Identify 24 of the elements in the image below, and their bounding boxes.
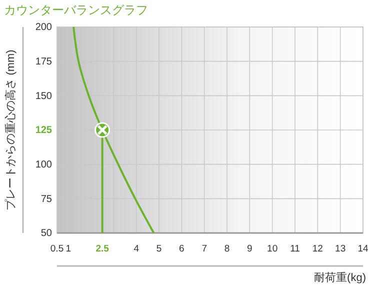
y-tick-label: 50 [40,228,52,240]
x-tick-label: 6 [179,244,184,255]
x-tick-label: 7 [202,244,207,255]
y-tick-label: 100 [35,160,52,171]
x-tick-label: 5 [156,244,162,255]
x-tick-label: 1 [66,244,71,255]
y-axis-title: プレートからの重心の高さ (mm) [4,50,17,210]
x-tick-label: 2.5 [96,244,110,255]
y-tick-label: 150 [35,90,52,102]
x-tick-label: 10 [267,244,278,255]
x-tick-label: 4 [134,244,139,255]
y-tick-label: 200 [35,22,52,34]
x-tick-label: 13 [335,244,346,255]
x-tick-label: 8 [224,244,230,255]
x-tick-label: 14 [358,244,368,255]
chart-title: カウンターバランスグラフ [4,3,148,17]
x-tick-label: 12 [312,244,323,255]
y-tick-label: 125 [35,125,52,136]
x-tick-label: 11 [290,244,300,255]
x-tick-label: 0.5 [50,244,64,255]
x-tick-label: 9 [247,244,252,255]
y-tick-label: 75 [40,194,52,205]
y-tick-label: 175 [35,56,52,68]
x-axis-title: 耐荷重(kg) [314,271,366,284]
